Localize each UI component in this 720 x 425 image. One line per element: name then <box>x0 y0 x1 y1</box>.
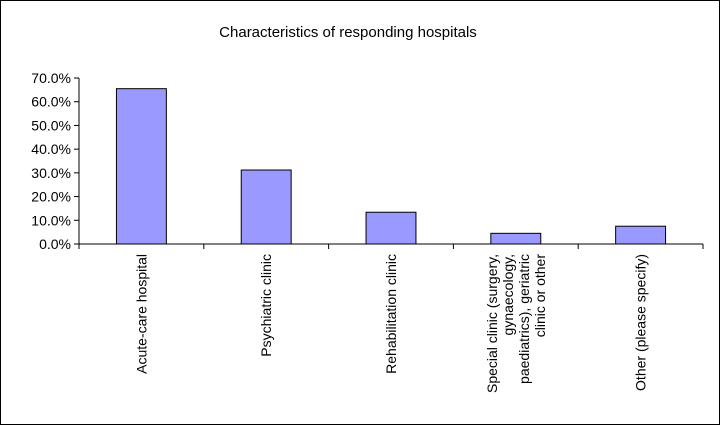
x-category-label-line: Special clinic (surgery, <box>484 254 500 393</box>
x-category-label: Psychiatric clinic <box>258 254 274 357</box>
y-tick-label: 30.0% <box>31 165 71 181</box>
y-tick-label: 20.0% <box>31 189 71 205</box>
x-category-label-line: Rehabilitation clinic <box>383 254 399 374</box>
y-tick-label: 0.0% <box>39 236 71 252</box>
bar <box>365 211 417 245</box>
y-tick-label: 70.0% <box>31 70 71 86</box>
x-category-label-line: Other (please specify) <box>633 254 649 391</box>
x-category-label: Other (please specify) <box>633 254 649 391</box>
x-category-label-line: gynaecology, <box>500 254 516 335</box>
bar <box>115 88 167 245</box>
chart-title: Characteristics of responding hospitals <box>219 24 477 41</box>
x-category-label-line: Psychiatric clinic <box>258 254 274 357</box>
x-category-label: Special clinic (surgery, gynaecology, paed… <box>484 254 548 393</box>
bar <box>490 232 542 245</box>
bar <box>615 225 667 245</box>
x-category-label: Acute-care hospital <box>133 254 149 374</box>
x-category-label-line: clinic or other <box>532 254 548 338</box>
x-category-label-line: Acute-care hospital <box>133 254 149 374</box>
x-category-label: Rehabilitation clinic <box>383 254 399 374</box>
y-tick-label: 10.0% <box>31 212 71 228</box>
y-tick-label: 50.0% <box>31 117 71 133</box>
y-tick-label: 40.0% <box>31 141 71 157</box>
bar <box>240 169 292 245</box>
y-tick-label: 60.0% <box>31 94 71 110</box>
x-category-label-line: paediatrics), geriatric <box>516 254 532 384</box>
